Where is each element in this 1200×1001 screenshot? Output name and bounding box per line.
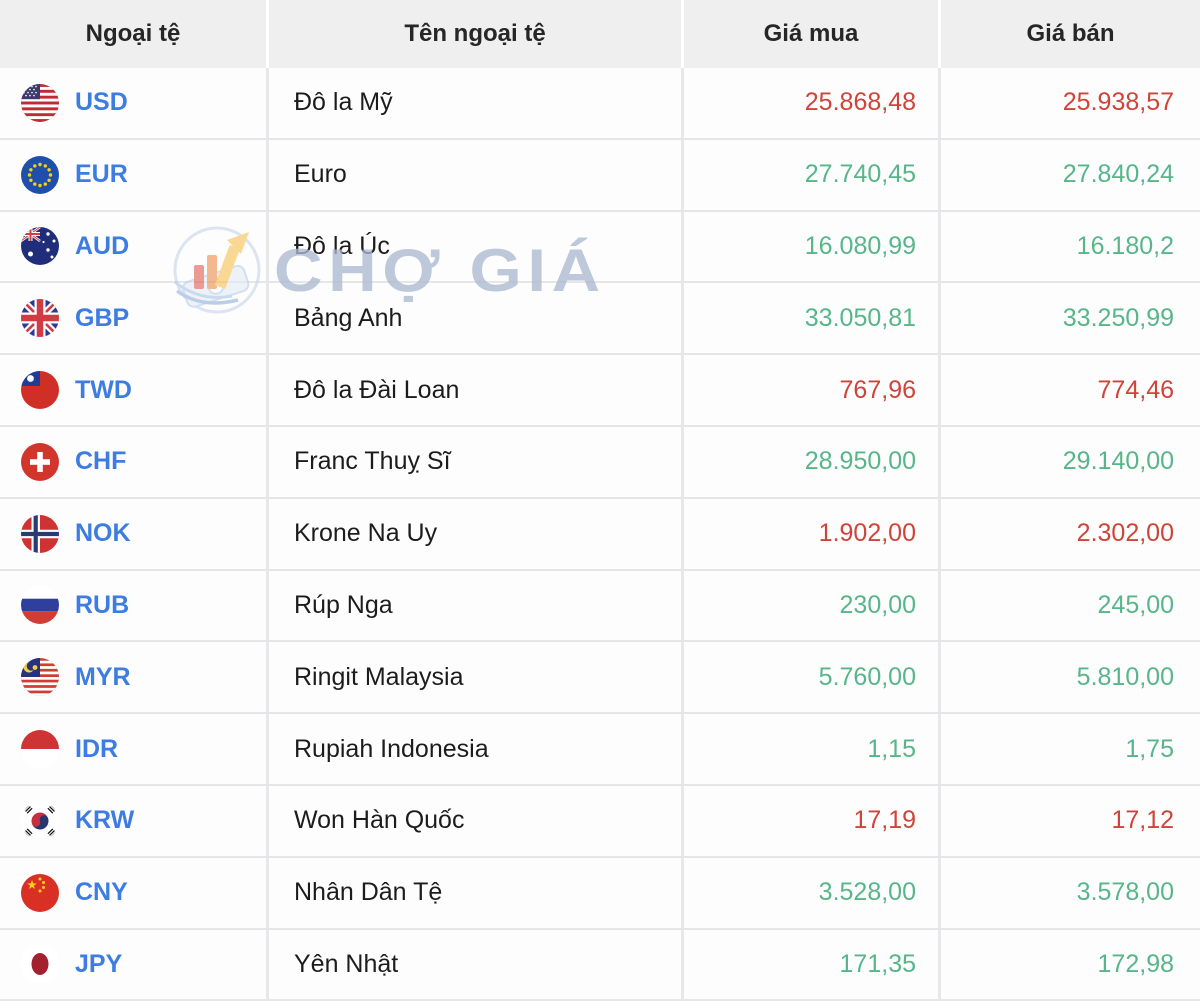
buy-price: 25.868,48 (684, 68, 938, 138)
currency-cell: CHF (0, 426, 266, 497)
table-row-rub: RUB Rúp Nga 230,00 245,00 (0, 570, 1200, 643)
sell-price: 25.938,57 (941, 68, 1200, 138)
gbp-flag-icon (21, 299, 59, 338)
table-row-jpy: JPY Yên Nhật 171,35 172,98 (0, 929, 1200, 1001)
table-row-myr: MYR Ringit Malaysia 5.760,00 5.810,00 (0, 642, 1200, 715)
currency-cell: AUD (0, 211, 266, 282)
buy-price: 5.760,00 (684, 642, 938, 713)
currency-cell: GBP (0, 283, 266, 354)
currency-name: Euro (269, 139, 681, 210)
sell-price: 774,46 (941, 355, 1200, 425)
myr-flag-icon (21, 658, 59, 697)
table-row-twd: TWD Đô la Đài Loan 767,96 774,46 (0, 355, 1200, 427)
currency-code-link[interactable]: CNY (75, 878, 128, 907)
currency-name: Nhân Dân Tệ (269, 857, 681, 928)
buy-price: 230,00 (684, 570, 938, 641)
table-row-nok: NOK Krone Na Uy 1.902,00 2.302,00 (0, 498, 1200, 571)
buy-price: 767,96 (684, 355, 938, 425)
table-row-gbp: GBP Bảng Anh 33.050,81 33.250,99 (0, 283, 1200, 356)
buy-price: 33.050,81 (684, 283, 938, 354)
header-cell-name: Tên ngoại tệ (269, 0, 681, 68)
eur-flag-icon (21, 155, 59, 194)
currency-name: Franc Thuỵ Sĩ (269, 426, 681, 497)
currency-cell: KRW (0, 785, 266, 856)
sell-price: 172,98 (941, 929, 1200, 1000)
rub-flag-icon (21, 586, 59, 625)
table-row-idr: IDR Rupiah Indonesia 1,15 1,75 (0, 714, 1200, 786)
currency-code-link[interactable]: JPY (75, 949, 123, 978)
currency-name: Krone Na Uy (269, 498, 681, 569)
currency-name: Rupiah Indonesia (269, 714, 681, 784)
currency-code-link[interactable]: MYR (75, 662, 131, 691)
currency-code-link[interactable]: AUD (75, 231, 130, 260)
currency-cell: CNY (0, 857, 266, 928)
currency-code-link[interactable]: NOK (75, 519, 131, 548)
sell-price: 245,00 (941, 570, 1200, 641)
currency-cell: USD (0, 68, 266, 138)
currency-name: Rúp Nga (269, 570, 681, 641)
currency-code-link[interactable]: RUB (75, 590, 130, 619)
header-cell-sell: Giá bán (941, 0, 1200, 68)
currency-cell: MYR (0, 642, 266, 713)
sell-price: 29.140,00 (941, 426, 1200, 497)
usd-flag-icon (21, 83, 59, 122)
currency-code-link[interactable]: CHF (75, 447, 127, 476)
table-header-row: Ngoại tệ Tên ngoại tệ Giá mua Giá bán (0, 0, 1200, 68)
currency-code-link[interactable]: USD (75, 88, 128, 117)
header-cell-buy: Giá mua (684, 0, 938, 68)
currency-cell: NOK (0, 498, 266, 569)
nok-flag-icon (21, 514, 59, 553)
currency-name: Yên Nhật (269, 929, 681, 1000)
currency-cell: IDR (0, 714, 266, 784)
table-row-cny: CNY Nhân Dân Tệ 3.528,00 3.578,00 (0, 857, 1200, 930)
currency-name: Ringit Malaysia (269, 642, 681, 713)
buy-price: 28.950,00 (684, 426, 938, 497)
table-body: USD Đô la Mỹ 25.868,48 25.938,57 EUR Eur… (0, 68, 1200, 1001)
currency-code-link[interactable]: IDR (75, 734, 119, 763)
sell-price: 17,12 (941, 785, 1200, 856)
currency-cell: RUB (0, 570, 266, 641)
buy-price: 27.740,45 (684, 139, 938, 210)
currency-code-link[interactable]: KRW (75, 806, 135, 835)
currency-name: Won Hàn Quốc (269, 785, 681, 856)
table-row-aud: AUD Đô la Úc 16.080,99 16.180,2 (0, 211, 1200, 284)
table-row-chf: CHF Franc Thuỵ Sĩ 28.950,00 29.140,00 (0, 426, 1200, 499)
currency-code-link[interactable]: TWD (75, 375, 132, 404)
currency-cell: TWD (0, 355, 266, 425)
buy-price: 1,15 (684, 714, 938, 784)
sell-price: 16.180,2 (941, 211, 1200, 282)
sell-price: 3.578,00 (941, 857, 1200, 928)
sell-price: 27.840,24 (941, 139, 1200, 210)
currency-code-link[interactable]: GBP (75, 303, 130, 332)
sell-price: 2.302,00 (941, 498, 1200, 569)
currency-cell: EUR (0, 139, 266, 210)
cny-flag-icon (21, 873, 59, 912)
chf-flag-icon (21, 442, 59, 481)
twd-flag-icon (21, 371, 59, 410)
sell-price: 1,75 (941, 714, 1200, 784)
sell-price: 33.250,99 (941, 283, 1200, 354)
currency-name: Bảng Anh (269, 283, 681, 354)
currency-cell: JPY (0, 929, 266, 1000)
buy-price: 3.528,00 (684, 857, 938, 928)
buy-price: 1.902,00 (684, 498, 938, 569)
aud-flag-icon (21, 227, 59, 266)
buy-price: 16.080,99 (684, 211, 938, 282)
table-row-krw: KRW Won Hàn Quốc 17,19 17,12 (0, 785, 1200, 858)
currency-name: Đô la Mỹ (269, 68, 681, 138)
idr-flag-icon (21, 730, 59, 769)
currency-name: Đô la Úc (269, 211, 681, 282)
buy-price: 171,35 (684, 929, 938, 1000)
buy-price: 17,19 (684, 785, 938, 856)
header-cell-currency: Ngoại tệ (0, 0, 266, 68)
krw-flag-icon (21, 801, 59, 840)
sell-price: 5.810,00 (941, 642, 1200, 713)
currency-code-link[interactable]: EUR (75, 160, 128, 189)
table-row-eur: EUR Euro 27.740,45 27.840,24 (0, 139, 1200, 212)
jpy-flag-icon (21, 945, 59, 984)
currency-name: Đô la Đài Loan (269, 355, 681, 425)
table-row-usd: USD Đô la Mỹ 25.868,48 25.938,57 (0, 68, 1200, 140)
